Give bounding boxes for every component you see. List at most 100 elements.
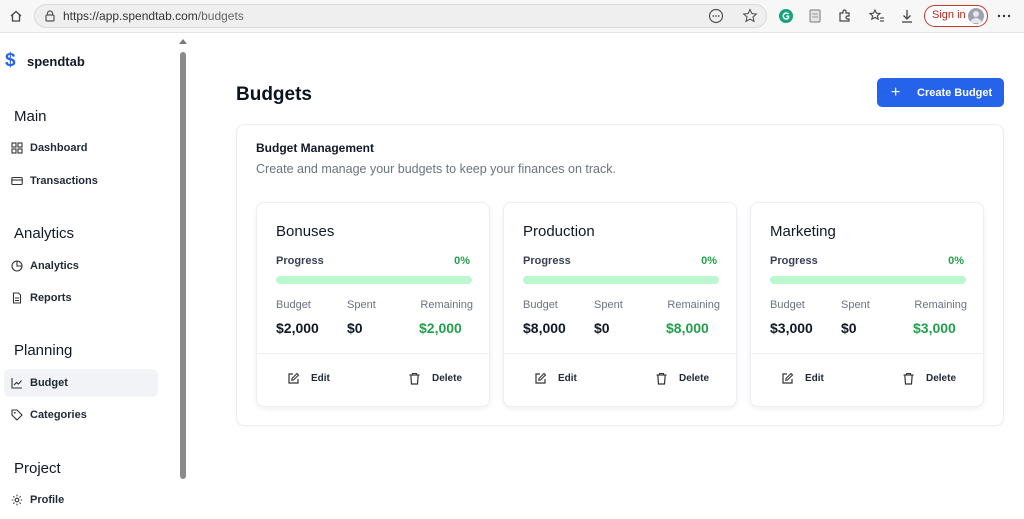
sidebar-item-label: Transactions: [30, 175, 98, 187]
budget-amount: $8,000: [523, 320, 566, 336]
progress-bar: [276, 276, 472, 284]
progress-percent: 0%: [948, 255, 964, 267]
grammarly-extension-icon[interactable]: [777, 7, 795, 25]
budget-label: Budget: [276, 299, 311, 311]
settings-more-icon[interactable]: [995, 7, 1013, 25]
sign-in-label: Sign in: [932, 9, 966, 21]
document-icon: [10, 291, 24, 305]
spent-label: Spent: [594, 299, 623, 311]
card-icon: [10, 174, 24, 188]
budget-name: Production: [523, 223, 595, 240]
remaining-amount: $8,000: [666, 320, 709, 336]
trash-icon: [654, 371, 668, 385]
edit-button[interactable]: Edit: [286, 369, 330, 387]
spent-label: Spent: [347, 299, 376, 311]
sidebar-scrollbar[interactable]: [179, 36, 187, 519]
edit-label: Edit: [558, 372, 577, 384]
sidebar-item-label: Analytics: [30, 260, 79, 272]
trash-icon: [407, 371, 421, 385]
progress-label: Progress: [770, 255, 818, 267]
remaining-label: Remaining: [667, 299, 720, 311]
panel-title: Budget Management: [256, 141, 375, 155]
line-chart-icon: [10, 376, 24, 390]
profile-avatar-icon: [968, 8, 984, 24]
edit-button[interactable]: Edit: [533, 369, 577, 387]
budget-card: Production Progress 0% Budget Spent Rema…: [503, 202, 737, 407]
delete-button[interactable]: Delete: [654, 369, 709, 387]
dashboard-icon: [10, 141, 24, 155]
edit-icon: [780, 371, 794, 385]
spent-amount: $0: [841, 320, 857, 336]
favorites-list-icon[interactable]: [868, 7, 886, 25]
edit-label: Edit: [311, 372, 330, 384]
dollar-logo-icon: $: [5, 50, 16, 71]
delete-button[interactable]: Delete: [901, 369, 956, 387]
remaining-amount: $3,000: [913, 320, 956, 336]
remaining-label: Remaining: [420, 299, 473, 311]
card-divider: [504, 353, 736, 354]
scroll-up-arrow-icon[interactable]: [179, 39, 187, 44]
lock-icon[interactable]: [43, 9, 57, 23]
edit-icon: [286, 371, 300, 385]
progress-label: Progress: [523, 255, 571, 267]
more-options-circle-icon[interactable]: [707, 7, 725, 25]
sidebar-item-categories[interactable]: Categories: [4, 401, 158, 429]
sidebar-item-dashboard[interactable]: Dashboard: [4, 134, 158, 162]
budget-label: Budget: [770, 299, 805, 311]
address-bar[interactable]: https://app.spendtab.com/budgets: [34, 4, 767, 28]
browser-toolbar: https://app.spendtab.com/budgets Sign in: [0, 0, 1024, 33]
create-budget-label: Create Budget: [917, 86, 993, 99]
brand[interactable]: $ spendtab: [5, 50, 85, 72]
edit-label: Edit: [805, 372, 824, 384]
card-divider: [257, 353, 489, 354]
pie-chart-icon: [10, 259, 24, 273]
sidebar-item-transactions[interactable]: Transactions: [4, 167, 158, 195]
sidebar-item-label: Reports: [30, 292, 72, 304]
delete-label: Delete: [679, 372, 710, 384]
edit-icon: [533, 371, 547, 385]
section-title-analytics: Analytics: [14, 225, 75, 242]
budget-name: Bonuses: [276, 223, 335, 240]
budget-card: Marketing Progress 0% Budget Spent Remai…: [750, 202, 984, 407]
url-text: https://app.spendtab.com/budgets: [63, 9, 244, 23]
sign-in-button[interactable]: Sign in: [924, 5, 988, 27]
sidebar-item-budget[interactable]: Budget: [4, 369, 158, 397]
section-title-planning: Planning: [14, 342, 73, 359]
sidebar-item-reports[interactable]: Reports: [4, 284, 158, 312]
download-icon[interactable]: [898, 7, 916, 25]
trash-icon: [901, 371, 915, 385]
reading-view-icon[interactable]: [806, 7, 824, 25]
budget-amount: $2,000: [276, 320, 319, 336]
sidebar-item-label: Categories: [30, 409, 87, 421]
progress-bar: [523, 276, 719, 284]
home-icon[interactable]: [6, 6, 26, 26]
favorite-star-icon[interactable]: [741, 7, 759, 25]
budget-name: Marketing: [770, 223, 836, 240]
sidebar-item-analytics[interactable]: Analytics: [4, 252, 158, 280]
section-title-main: Main: [14, 108, 47, 125]
budget-label: Budget: [523, 299, 558, 311]
section-title-project: Project: [14, 460, 61, 477]
scrollbar-thumb[interactable]: [180, 52, 186, 479]
extensions-icon[interactable]: [836, 7, 854, 25]
sidebar-item-label: Budget: [30, 377, 68, 389]
progress-bar: [770, 276, 966, 284]
budget-card: Bonuses Progress 0% Budget Spent Remaini…: [256, 202, 490, 407]
budget-amount: $3,000: [770, 320, 813, 336]
delete-button[interactable]: Delete: [407, 369, 462, 387]
remaining-label: Remaining: [914, 299, 967, 311]
page-title: Budgets: [236, 84, 312, 105]
create-budget-button[interactable]: + Create Budget: [877, 78, 1004, 107]
plus-icon: +: [891, 83, 901, 101]
progress-percent: 0%: [454, 255, 470, 267]
sidebar-item-label: Profile: [30, 494, 65, 506]
sidebar: $ spendtab Main Dashboard Transactions A…: [0, 34, 188, 519]
sidebar-item-label: Dashboard: [30, 142, 88, 154]
delete-label: Delete: [432, 372, 463, 384]
remaining-amount: $2,000: [419, 320, 462, 336]
edit-button[interactable]: Edit: [780, 369, 824, 387]
spent-label: Spent: [841, 299, 870, 311]
brand-name: spendtab: [27, 53, 85, 69]
delete-label: Delete: [926, 372, 957, 384]
sidebar-item-profile[interactable]: Profile: [4, 486, 158, 514]
